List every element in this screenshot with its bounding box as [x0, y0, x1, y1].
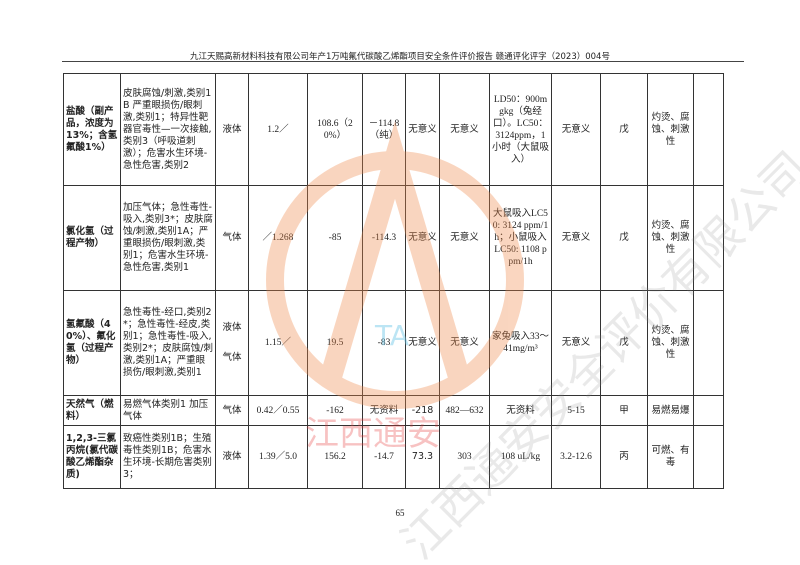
- cell-flash: 无意义: [405, 73, 440, 186]
- cell-hazard: 急性毒性-经口,类别2*；急性毒性-经皮,类别1；急性毒性-吸入,类别2*；皮肤…: [120, 290, 216, 396]
- table-row: 氯化氢（过程产物） 加压气体；急性毒性-吸入,类别3*；皮肤腐蚀/刺激,类别1A；…: [63, 185, 724, 291]
- cell-fire-class: 甲: [600, 395, 648, 426]
- cell-toxicity: 108 uL/kg: [489, 425, 552, 489]
- cell-state: 气体: [215, 185, 249, 291]
- state-gas: 气体: [222, 352, 242, 363]
- cell-flash: 无意义: [405, 290, 440, 396]
- cell-extra: [693, 290, 724, 396]
- running-header: 九江天赐高新材料科技有限公司年产1万吨氟代碳酸乙烯酯项目安全条件评价报告 赣通评…: [190, 52, 610, 62]
- cell-melting: -114.3: [362, 185, 406, 291]
- cell-explosion: 无意义: [551, 185, 601, 291]
- table-row: 氢氟酸（40%）、氟化氢（过程产物） 急性毒性-经口,类别2*；急性毒性-经皮,类…: [63, 290, 724, 396]
- table-row: 天然气（燃料） 易燃气体类别1 加压气体 气体 0.42／0.55 -162 无资料 -21…: [63, 395, 724, 426]
- cell-danger: 可燃、有毒: [647, 425, 694, 489]
- cell-danger: 灼烫、腐蚀、刺激性: [647, 290, 694, 396]
- cell-toxicity: 大鼠吸入LC50: 3124 ppm/1h；小鼠吸入LC50: 1108 ppm…: [489, 185, 552, 291]
- cell-state: 液体 气体: [215, 290, 249, 396]
- cell-ignition: 无意义: [439, 185, 490, 291]
- cell-explosion: 5-15: [551, 395, 601, 426]
- cell-hazard: 皮肤腐蚀/刺激,类别1B 严重眼损伤/眼刺激,类别1；特异性靶器官毒性—一次接触…: [120, 73, 216, 186]
- cell-danger: 灼烫、腐蚀、刺激性: [647, 185, 694, 291]
- cell-hazard: 加压气体；急性毒性-吸入,类别3*；皮肤腐蚀/刺激,类别1A；严重眼损伤/眼刺激…: [120, 185, 216, 291]
- cell-extra: [693, 73, 724, 186]
- cell-density: 0.42／0.55: [248, 395, 308, 426]
- cell-danger: 灼烫、腐蚀、刺激性: [647, 73, 694, 186]
- cell-extra: [693, 425, 724, 489]
- cell-melting: -14.7: [362, 425, 406, 489]
- cell-toxicity: 家兔吸入33～41mg/m³: [489, 290, 552, 396]
- cell-density: 1.15／: [248, 290, 308, 396]
- cell-density: 1.2／: [248, 73, 308, 186]
- cell-ignition: 无意义: [439, 290, 490, 396]
- cell-boiling: 19.5: [307, 290, 363, 396]
- cell-density: 1.39／5.0: [248, 425, 308, 489]
- cell-name: 天然气（燃料）: [63, 395, 121, 426]
- cell-name: 盐酸（副产品，浓度为13%；含氢氟酸1%）: [63, 73, 121, 186]
- cell-fire-class: 戊: [600, 290, 648, 396]
- cell-hazard: 致癌性类别1B；生殖毒性类别1B；危害水生环境-长期危害类别3；: [120, 425, 216, 489]
- cell-state: 液体: [215, 425, 249, 489]
- cell-extra: [693, 185, 724, 291]
- cell-boiling: 108.6（20%）: [307, 73, 363, 186]
- cell-extra: [693, 395, 724, 426]
- cell-flash: 无意义: [405, 185, 440, 291]
- chemical-hazard-table: 盐酸（副产品，浓度为13%；含氢氟酸1%） 皮肤腐蚀/刺激,类别1B 严重眼损伤/…: [63, 73, 724, 489]
- cell-name: 氢氟酸（40%）、氟化氢（过程产物）: [63, 290, 121, 396]
- cell-melting: -83: [362, 290, 406, 396]
- cell-explosion: 无意义: [551, 290, 601, 396]
- cell-melting: 无资料: [362, 395, 406, 426]
- cell-boiling: -162: [307, 395, 363, 426]
- cell-fire-class: 丙: [600, 425, 648, 489]
- cell-ignition: 303: [439, 425, 490, 489]
- cell-state: 气体: [215, 395, 249, 426]
- cell-fire-class: 戊: [600, 73, 648, 186]
- cell-explosion: 3.2-12.6: [551, 425, 601, 489]
- cell-boiling: -85: [307, 185, 363, 291]
- state-liquid: 液体: [222, 322, 242, 333]
- cell-explosion: 无意义: [551, 73, 601, 186]
- cell-name: 1,2,3-三氯丙烷(氯代碳酸乙烯酯杂质): [63, 425, 121, 489]
- cell-state: 液体: [215, 73, 249, 186]
- cell-danger: 易燃易爆: [647, 395, 694, 426]
- cell-ignition: 482—632: [439, 395, 490, 426]
- cell-toxicity: 无资料: [489, 395, 552, 426]
- header-rule: [62, 61, 744, 62]
- cell-flash: 73.3: [405, 425, 440, 489]
- table-row: 盐酸（副产品，浓度为13%；含氢氟酸1%） 皮肤腐蚀/刺激,类别1B 严重眼损伤/…: [63, 73, 724, 186]
- cell-density: ／1.268: [248, 185, 308, 291]
- page-number: 65: [395, 508, 405, 518]
- cell-hazard: 易燃气体类别1 加压气体: [120, 395, 216, 426]
- cell-ignition: 无意义: [439, 73, 490, 186]
- cell-toxicity: LD50：900mgkg（兔经口）。LC50：3124ppm，1小时（大鼠吸入）: [489, 73, 552, 186]
- table-row: 1,2,3-三氯丙烷(氯代碳酸乙烯酯杂质) 致癌性类别1B；生殖毒性类别1B；危害…: [63, 425, 724, 489]
- cell-boiling: 156.2: [307, 425, 363, 489]
- cell-melting: －114.8（纯）: [362, 73, 406, 186]
- cell-fire-class: 戊: [600, 185, 648, 291]
- cell-flash: -218: [405, 395, 440, 426]
- cell-name: 氯化氢（过程产物）: [63, 185, 121, 291]
